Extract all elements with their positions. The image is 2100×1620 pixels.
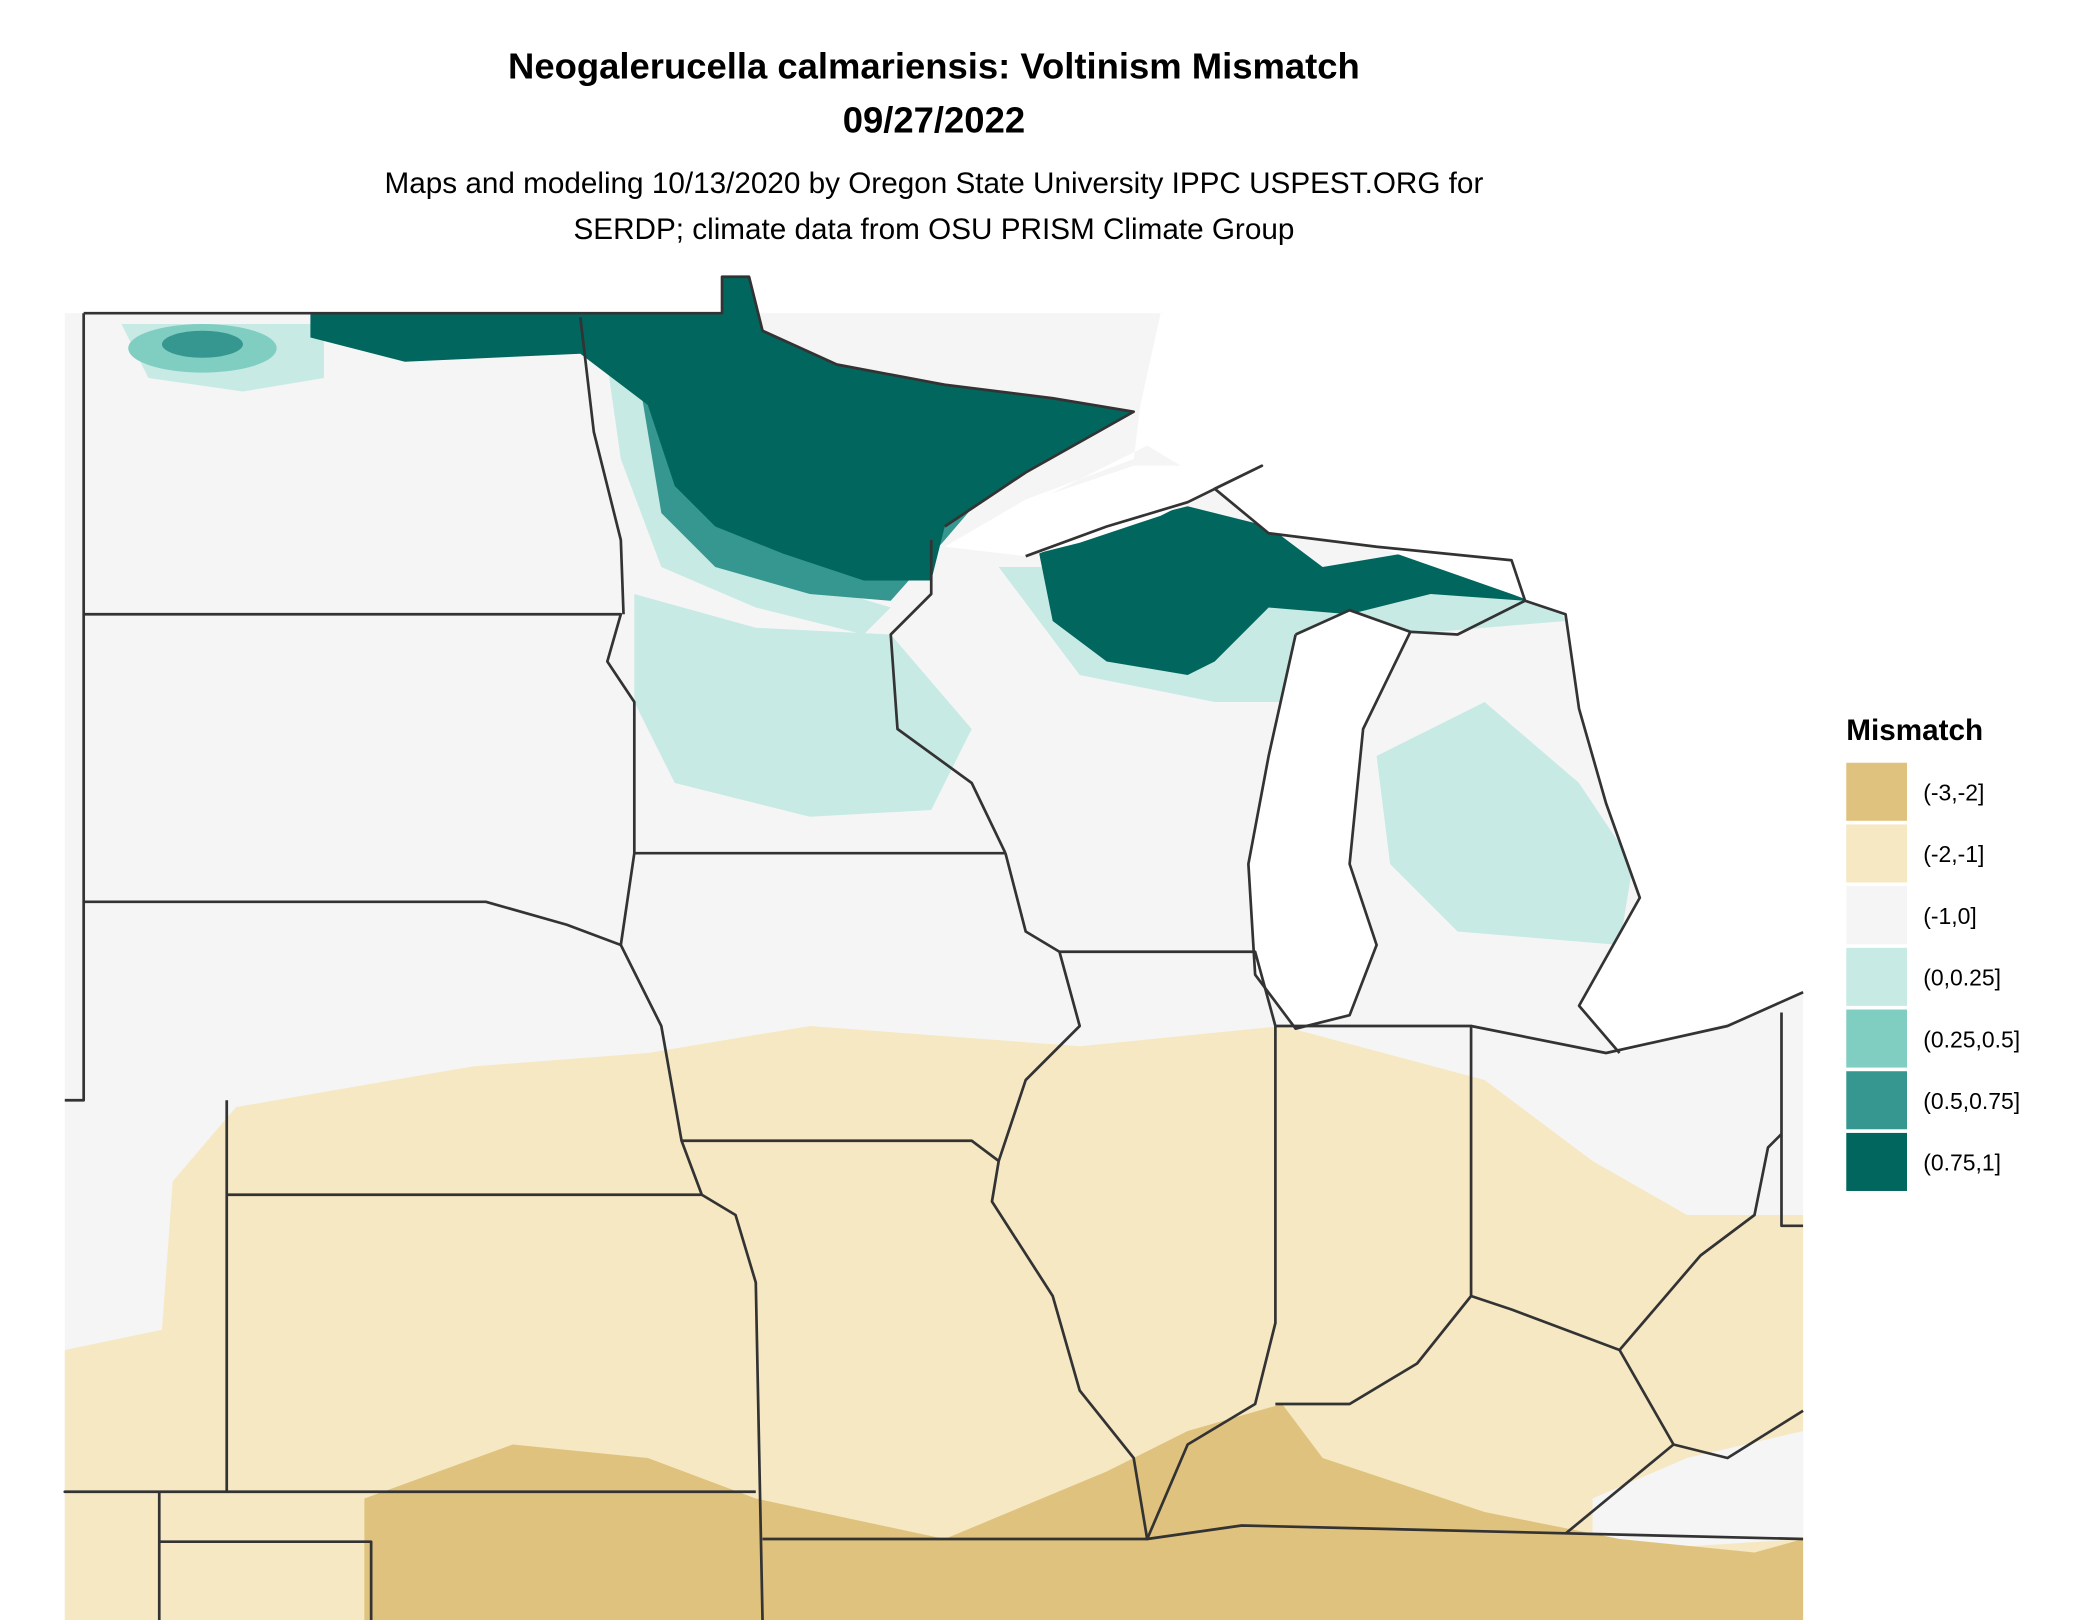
legend-swatch xyxy=(1846,1132,1908,1191)
legend-swatch xyxy=(1846,824,1908,883)
legend-swatch xyxy=(1846,947,1908,1006)
state-border xyxy=(64,313,86,1102)
region xyxy=(364,1404,1804,1620)
map xyxy=(63,275,1804,1620)
legend-label: (-3,-2] xyxy=(1923,780,1984,806)
state-border xyxy=(83,612,1006,855)
state-border xyxy=(159,1540,373,1620)
lake xyxy=(944,313,1804,1053)
state-border xyxy=(83,853,636,947)
region xyxy=(634,594,972,817)
state-border xyxy=(1780,1012,1804,1228)
legend-label: (-2,-1] xyxy=(1923,841,1984,867)
legend-swatch xyxy=(1846,1009,1908,1068)
legend-label: (0.75,1] xyxy=(1923,1150,2001,1176)
legend-title: Mismatch xyxy=(1846,714,1983,747)
state-border xyxy=(997,852,1082,1162)
legend: (-3,-2] (-2,-1] (-1,0] (0,0.25] (0.25,0.5] (0… xyxy=(1846,762,2020,1191)
region xyxy=(310,276,1134,581)
region xyxy=(1592,1431,1804,1553)
state-border xyxy=(1564,1443,1675,1535)
legend-swatch xyxy=(1846,762,1908,821)
state-border xyxy=(1470,991,1804,1055)
title-line: 09/27/2022 xyxy=(843,99,1025,140)
state-border xyxy=(1275,1024,1473,1406)
state-border xyxy=(1618,1133,1783,1351)
title-line: Neogalerucella calmariensis: Voltinism M… xyxy=(508,45,1360,86)
shoreline xyxy=(1410,599,1642,1054)
legend-label: (0.5,0.75] xyxy=(1923,1088,2020,1114)
region xyxy=(161,330,243,358)
lake xyxy=(944,465,1262,557)
state-border xyxy=(63,1100,229,1620)
subtitle-line: SERDP; climate data from OSU PRISM Clima… xyxy=(574,213,1295,246)
legend-label: (0,0.25] xyxy=(1923,965,2001,991)
state-border xyxy=(889,540,1007,854)
region xyxy=(1039,506,1526,675)
state-border xyxy=(1470,1294,1804,1460)
state-border xyxy=(83,275,1136,528)
legend-swatch xyxy=(1846,886,1908,945)
shoreline xyxy=(1025,464,1527,602)
state-border xyxy=(1059,950,1804,1541)
region xyxy=(1376,702,1634,945)
state-border xyxy=(578,317,625,615)
state-border xyxy=(681,1139,1149,1541)
legend-label: (0.25,0.5] xyxy=(1923,1026,2020,1052)
legend-label: (-1,0] xyxy=(1923,903,1977,929)
shoreline xyxy=(1247,608,1412,1031)
subtitle-line: Maps and modeling 10/13/2020 by Oregon S… xyxy=(385,167,1484,200)
legend-swatch xyxy=(1846,1071,1908,1130)
